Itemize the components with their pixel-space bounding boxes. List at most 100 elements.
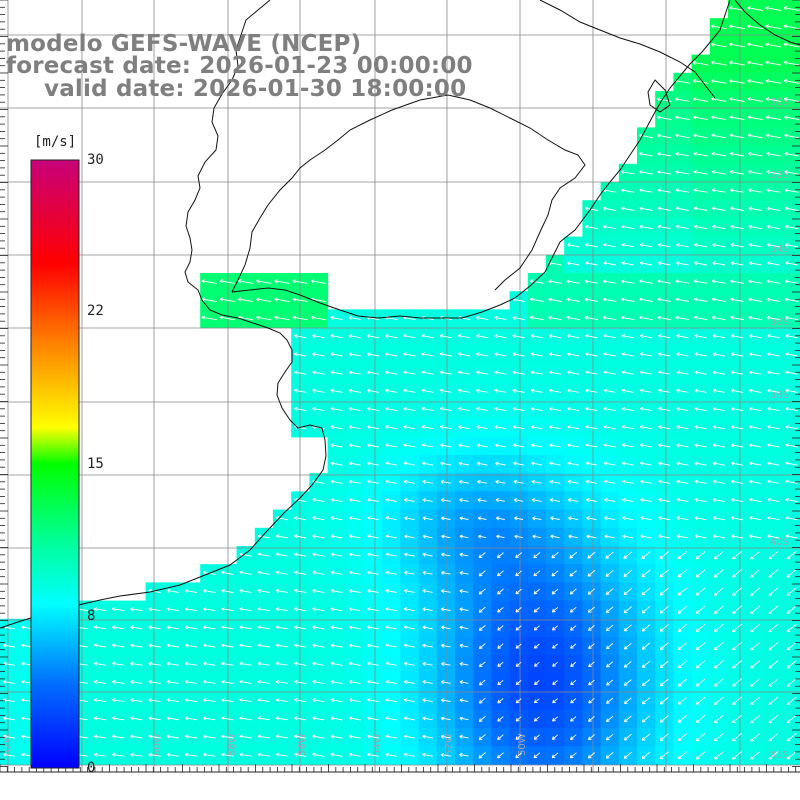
wind-arrow [694,261,707,266]
lat-lon-grid: 62W 60W 58W 56W 54W 52W 50W 30S 32S 34S 36S 38S 40S 4… [0,0,800,772]
wind-arrow [639,334,653,339]
wind-arrow [656,115,672,121]
wind-arrow [657,279,671,284]
wind-arrow [602,297,617,302]
wind-arrow [658,334,671,339]
wind-arrow [693,151,708,157]
wind-arrow [457,334,471,339]
wind-arrow [729,133,745,139]
wind-arrow [693,279,708,284]
wind-arrow [548,352,562,357]
wind-arrow [767,261,780,266]
wind-arrow [201,279,217,284]
wind-arrow [512,315,525,321]
wind-arrow [766,133,781,139]
wind-arrow [694,334,707,339]
wind-arrow [621,315,635,321]
wind-arrow [530,315,544,321]
wind-arrow [348,334,361,339]
wind-arrow [658,261,671,266]
wind-arrow [620,170,635,175]
wind-arrow [385,334,398,339]
wind-arrow [729,60,745,66]
wind-arrow [621,206,635,211]
wind-arrow [748,334,762,339]
wind-arrow [693,224,708,230]
wind-arrow [312,334,325,339]
wind-arrow [729,151,745,157]
wind-arrow [766,279,781,284]
wind-arrow [784,206,799,211]
wind-arrow [639,315,653,321]
wind-arrow [201,297,217,303]
wind-arrow [494,352,507,357]
wind-arrow [548,334,562,339]
wind-arrow [766,315,781,321]
longitude-label: 52W [444,733,455,756]
wind-arrow [765,24,782,30]
wind-arrow [766,170,781,175]
wind-arrow [765,42,782,48]
wind-arrow [421,334,434,339]
wind-arrow [765,78,782,84]
wind-arrow [712,261,726,266]
wind-arrow [765,97,781,102]
wind-arrow [729,42,745,48]
wind-arrow [693,206,708,211]
colorbar-tick-0: 0 [87,760,96,776]
wind-arrow [748,206,762,211]
wind-arrow [710,24,727,30]
wind-arrow [457,352,471,357]
wind-arrow [657,224,671,230]
wind-arrow [784,242,799,248]
latitude-label: 41S [770,750,789,761]
wind-arrow [366,352,380,357]
colorbar-tick-22: 22 [87,303,104,319]
map-title-forecast-date: forecast date: 2026-01-23 00:00:00 [6,53,473,79]
wind-arrow [693,242,708,248]
wind-arrow [747,151,763,157]
wind-arrow [293,334,307,339]
latitude-label: 36S [770,317,789,328]
wind-arrow [711,170,726,175]
wind-arrow [602,206,617,211]
wind-arrow [748,261,762,266]
latitude-label: 40S [770,537,789,548]
wind-arrow [476,352,489,357]
wind-arrow [712,315,726,321]
wind-arrow [693,297,708,302]
wind-arrow [765,6,782,11]
wind-arrow [784,115,800,121]
colorbar-tick-8: 8 [87,608,96,624]
wind-arrow [729,78,745,84]
wind-arrow [602,315,617,321]
wind-arrow [730,188,744,193]
wind-arrow [310,315,326,321]
wind-arrow [765,115,781,121]
longitude-label: 50W [517,733,528,756]
wind-arrow [310,279,326,284]
wind-arrow [784,315,799,321]
wind-arrow [712,279,726,284]
wind-arrow [585,242,598,248]
wind-arrow [710,60,727,66]
wind-arrow [711,151,726,157]
wind-arrow [657,133,672,139]
wind-arrow [675,133,690,139]
wind-arrow [785,261,798,266]
wind-arrow [439,352,452,357]
wind-arrow [621,279,635,284]
wind-arrow [274,315,290,321]
wind-arrow [711,133,727,139]
wind-arrow [494,315,507,321]
wind-arrow [676,242,689,248]
wind-arrow [767,334,780,339]
wind-arrow [711,97,727,102]
wind-arrow [512,352,525,357]
wind-arrow [603,224,617,230]
wind-arrow [585,261,598,266]
wind-arrow [675,224,689,230]
wind-arrow [729,24,745,30]
wind-arrow [274,297,290,303]
